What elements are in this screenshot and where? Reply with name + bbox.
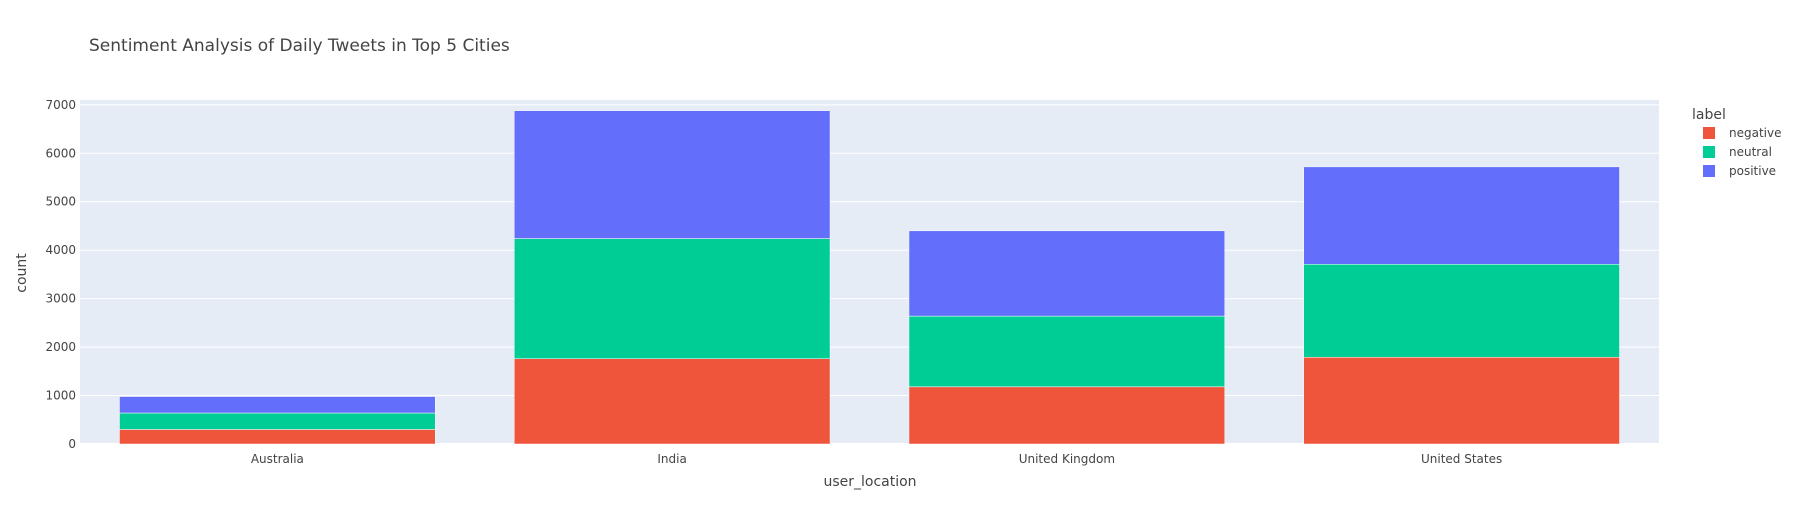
legend-label-positive: positive — [1729, 164, 1776, 178]
bar-neutral — [119, 412, 436, 430]
y-tick-label: 7000 — [45, 98, 76, 112]
y-tick-label: 3000 — [45, 292, 76, 306]
bars — [119, 110, 1620, 445]
y-tick-label: 0 — [68, 437, 76, 451]
bar-positive — [119, 396, 436, 414]
bar-negative — [119, 429, 436, 445]
x-tick-label: United Kingdom — [1019, 452, 1115, 466]
x-axis-ticks: Australia India United Kingdom United State… — [251, 452, 1502, 466]
x-tick-label: India — [657, 452, 686, 466]
legend-swatch-positive — [1703, 165, 1715, 177]
y-tick-label: 5000 — [45, 195, 76, 209]
bar-neutral — [1303, 263, 1620, 358]
bar-negative — [513, 358, 831, 445]
legend-label-neutral: neutral — [1729, 145, 1772, 159]
x-axis-title: user_location — [823, 474, 916, 490]
bar-positive — [908, 230, 1226, 317]
y-tick-label: 2000 — [45, 340, 76, 354]
bar-negative — [908, 386, 1226, 445]
y-axis-title: count — [14, 253, 30, 293]
bar-positive — [1303, 166, 1620, 265]
bar-positive — [513, 110, 831, 239]
bar-neutral — [513, 238, 831, 359]
bar-neutral — [908, 315, 1226, 388]
x-tick-label: Australia — [251, 452, 304, 466]
legend: label negative neutral positive — [1692, 107, 1781, 178]
legend-label-negative: negative — [1729, 126, 1781, 140]
y-axis-ticks: 0 1000 2000 3000 4000 5000 6000 7000 — [45, 98, 76, 451]
x-tick-label: United States — [1421, 452, 1502, 466]
bar-negative — [1303, 357, 1620, 445]
legend-swatch-negative — [1703, 127, 1715, 139]
y-tick-label: 6000 — [45, 146, 76, 160]
legend-title: label — [1692, 107, 1726, 123]
y-tick-label: 4000 — [45, 243, 76, 257]
y-tick-label: 1000 — [45, 389, 76, 403]
legend-swatch-neutral — [1703, 146, 1715, 158]
chart-title: Sentiment Analysis of Daily Tweets in To… — [89, 36, 510, 56]
